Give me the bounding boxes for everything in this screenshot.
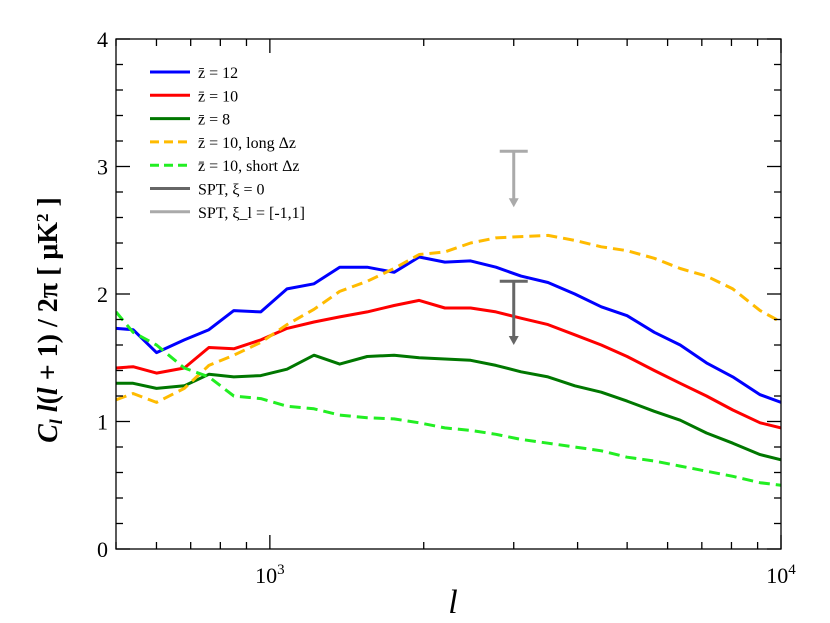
spt-limit-1 — [499, 279, 528, 345]
y-tick-label: 2 — [97, 282, 108, 307]
series-layer — [116, 233, 781, 487]
legend: z̄ = 12 z̄ = 10 z̄ = 8 z̄ = 10, long Δz z̄ =… — [150, 65, 305, 222]
y-tick-label: 3 — [97, 155, 108, 180]
x-tick-label: 104 — [766, 562, 796, 588]
series-line-5 — [116, 310, 781, 487]
legend-item: z̄ = 10 — [150, 88, 238, 105]
legend-item: z̄ = 10, long Δz — [150, 135, 296, 152]
legend-label: z̄ = 10, long Δz — [198, 135, 296, 152]
y-axis-labels: 0 1 2 3 4 — [97, 27, 108, 562]
x-tick-label: 103 — [255, 562, 285, 588]
y-axis-title: Cl l(l + 1) / 2π [ μK2 ] — [33, 197, 66, 443]
series-line-4 — [116, 233, 781, 404]
legend-label: z̄ = 12 — [198, 65, 238, 82]
legend-item: z̄ = 10, short Δz — [150, 158, 300, 175]
legend-item: SPT, ξ_l = [-1,1] — [150, 205, 305, 222]
y-tick-label: 4 — [97, 27, 108, 52]
legend-label: SPT, ξ = 0 — [198, 182, 265, 199]
spt-limit-2 — [499, 149, 528, 208]
legend-label: z̄ = 10, short Δz — [198, 158, 300, 175]
series-line-3 — [116, 353, 781, 462]
legend-label: z̄ = 10 — [198, 88, 238, 105]
y-tick-label: 0 — [97, 537, 108, 562]
series-line-1 — [116, 255, 781, 404]
limits-layer — [499, 149, 528, 345]
x-axis-title: l — [448, 584, 457, 621]
legend-label: SPT, ξ_l = [-1,1] — [198, 205, 305, 222]
legend-item: SPT, ξ = 0 — [150, 182, 265, 199]
legend-item: z̄ = 8 — [150, 112, 230, 129]
ticks-layer — [115, 38, 782, 550]
legend-item: z̄ = 12 — [150, 65, 238, 82]
y-tick-label: 1 — [97, 410, 108, 435]
x-axis-labels: 103 104 — [255, 562, 796, 588]
series-line-2 — [116, 298, 781, 430]
legend-label: z̄ = 8 — [198, 112, 230, 129]
